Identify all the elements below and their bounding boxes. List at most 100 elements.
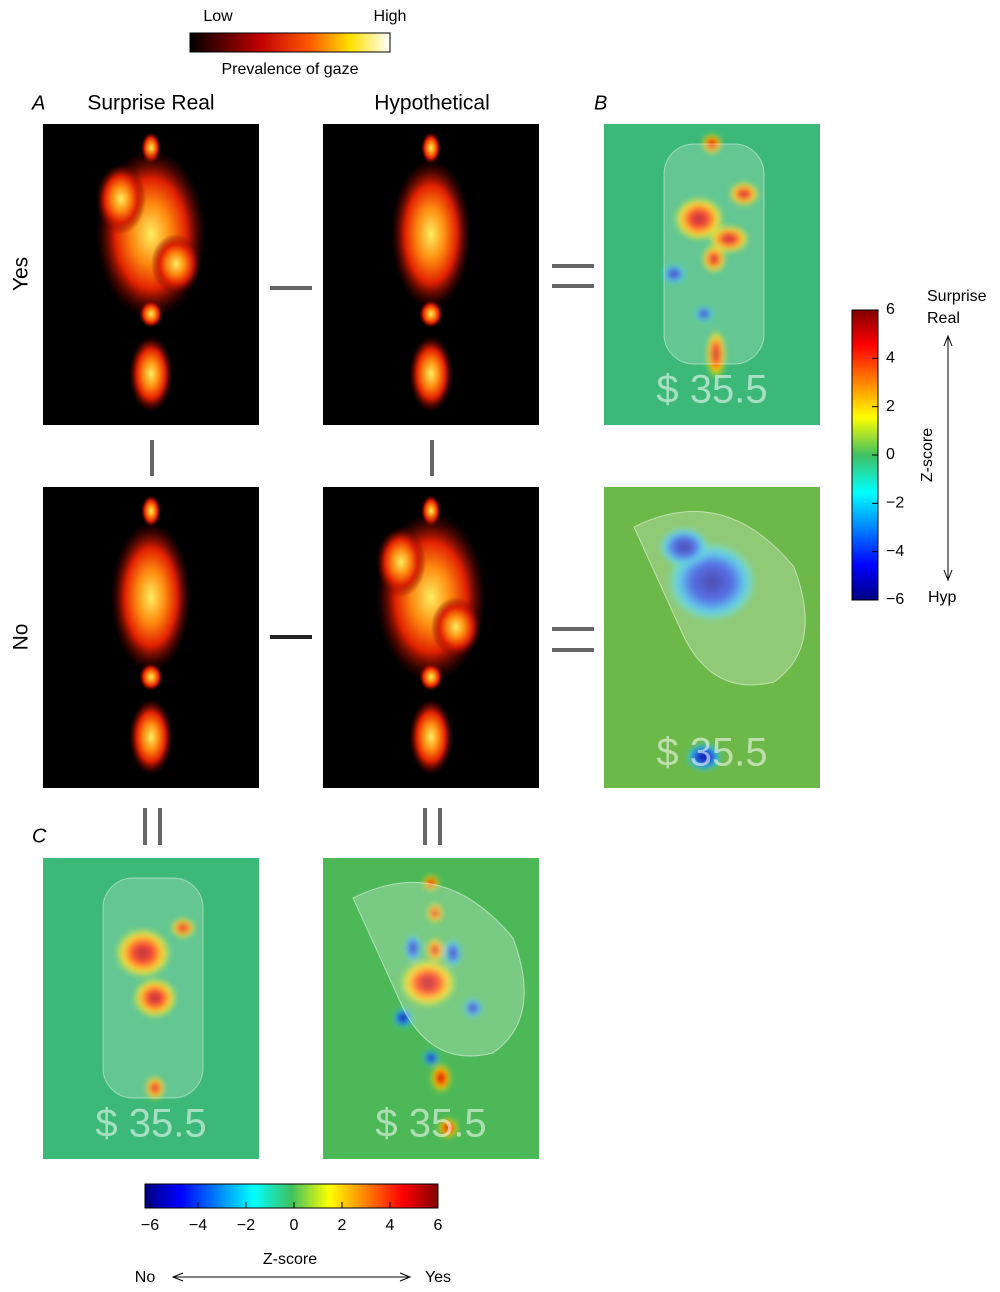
colorbar-label: Z-score [919,428,936,482]
blob [423,1050,439,1066]
blobs [393,875,483,1138]
arrow [943,334,953,582]
end-label: Yes [425,1269,451,1286]
price-label: $ 35.5 [375,1102,486,1146]
product-outline [663,143,765,365]
blob [139,663,163,691]
blob [463,998,483,1018]
tick-label: 2 [886,398,895,415]
column-title: Surprise Real [87,92,214,115]
end-label: Real [927,310,960,327]
blob [674,197,724,241]
blob [391,159,471,309]
layout: $ 35.5 $ 35.5 $ 35.5 $ 35.5 [43,124,820,1159]
operators [143,264,594,845]
tick-label: 6 [434,1217,443,1234]
blob [706,330,726,378]
product-outline [352,881,525,1057]
colorbar-label: Z-score [263,1251,317,1268]
panel-label: A [31,92,45,114]
blob [431,597,481,657]
blob [431,1064,451,1092]
blobs [659,527,757,771]
blob [111,522,191,672]
tick-label: −2 [886,495,904,512]
blob [139,300,163,328]
blob [686,743,722,771]
blob [115,928,171,978]
blob [423,875,439,891]
blob [702,245,726,273]
blobs [115,918,195,1100]
z-map: $ 35.5 [604,487,820,788]
blob [171,918,195,938]
blob [662,264,686,284]
gaze-map [323,487,539,788]
gaze-map [43,124,259,425]
blob [133,978,177,1018]
blob [409,336,453,412]
price-label: $ 35.5 [95,1102,206,1146]
high-label: High [374,8,407,25]
tick-label: −4 [886,543,904,560]
column-title: Hypothetical [374,92,490,115]
gaze-map [43,487,259,788]
blob [694,306,714,322]
blob [409,699,453,775]
tick-label: −2 [237,1217,255,1234]
product-outline [633,510,806,686]
price-label: $ 35.5 [656,731,767,775]
blob [729,182,759,206]
tick-label: 0 [886,446,895,463]
z-map: $ 35.5 [43,858,259,1159]
z-map: $ 35.5 [604,124,820,425]
blob [145,1076,165,1100]
panel-label: B [594,92,607,114]
end-label: Hyp [928,589,957,606]
blob [404,934,422,962]
blob [421,132,441,164]
blob [426,938,444,962]
blob [427,903,443,923]
blob [419,300,443,328]
blob [393,1008,413,1028]
blob [141,495,161,527]
tick-label: −6 [141,1217,159,1234]
tick-label: 4 [886,350,895,367]
blob [659,527,709,567]
end-label: No [135,1269,156,1286]
blob [376,527,426,597]
blob [438,1118,458,1138]
blob [709,225,749,253]
blob [151,234,201,294]
tick-label: −6 [886,591,904,608]
row-title: No [10,624,33,651]
blobs [662,134,759,378]
panel-bg [604,487,820,788]
tick-label: −4 [189,1217,207,1234]
tick-label: 4 [386,1217,395,1234]
blob [702,134,722,154]
blob [444,939,462,967]
product-outline [102,877,204,1099]
blob [129,336,173,412]
tick-label: 0 [290,1217,299,1234]
end-label: Surprise [927,288,987,305]
arrow [171,1272,412,1282]
blob [419,663,443,691]
tick-label: 6 [886,301,895,318]
price-label: $ 35.5 [656,368,767,412]
gaze-map [323,124,539,425]
blob [400,959,456,1007]
blob [96,164,146,234]
gaze-colorbar [189,32,391,53]
panel-label: C [32,825,47,847]
low-label: Low [203,8,233,25]
tick-label: 2 [338,1217,347,1234]
colorbar-label: Prevalence of gaze [222,61,359,78]
row-title: Yes [10,257,33,291]
z-map: $ 35.5 [323,858,539,1159]
z-colorbar [144,1183,439,1209]
blob [129,699,173,775]
